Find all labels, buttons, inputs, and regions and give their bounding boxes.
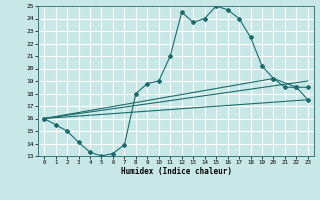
- X-axis label: Humidex (Indice chaleur): Humidex (Indice chaleur): [121, 167, 231, 176]
